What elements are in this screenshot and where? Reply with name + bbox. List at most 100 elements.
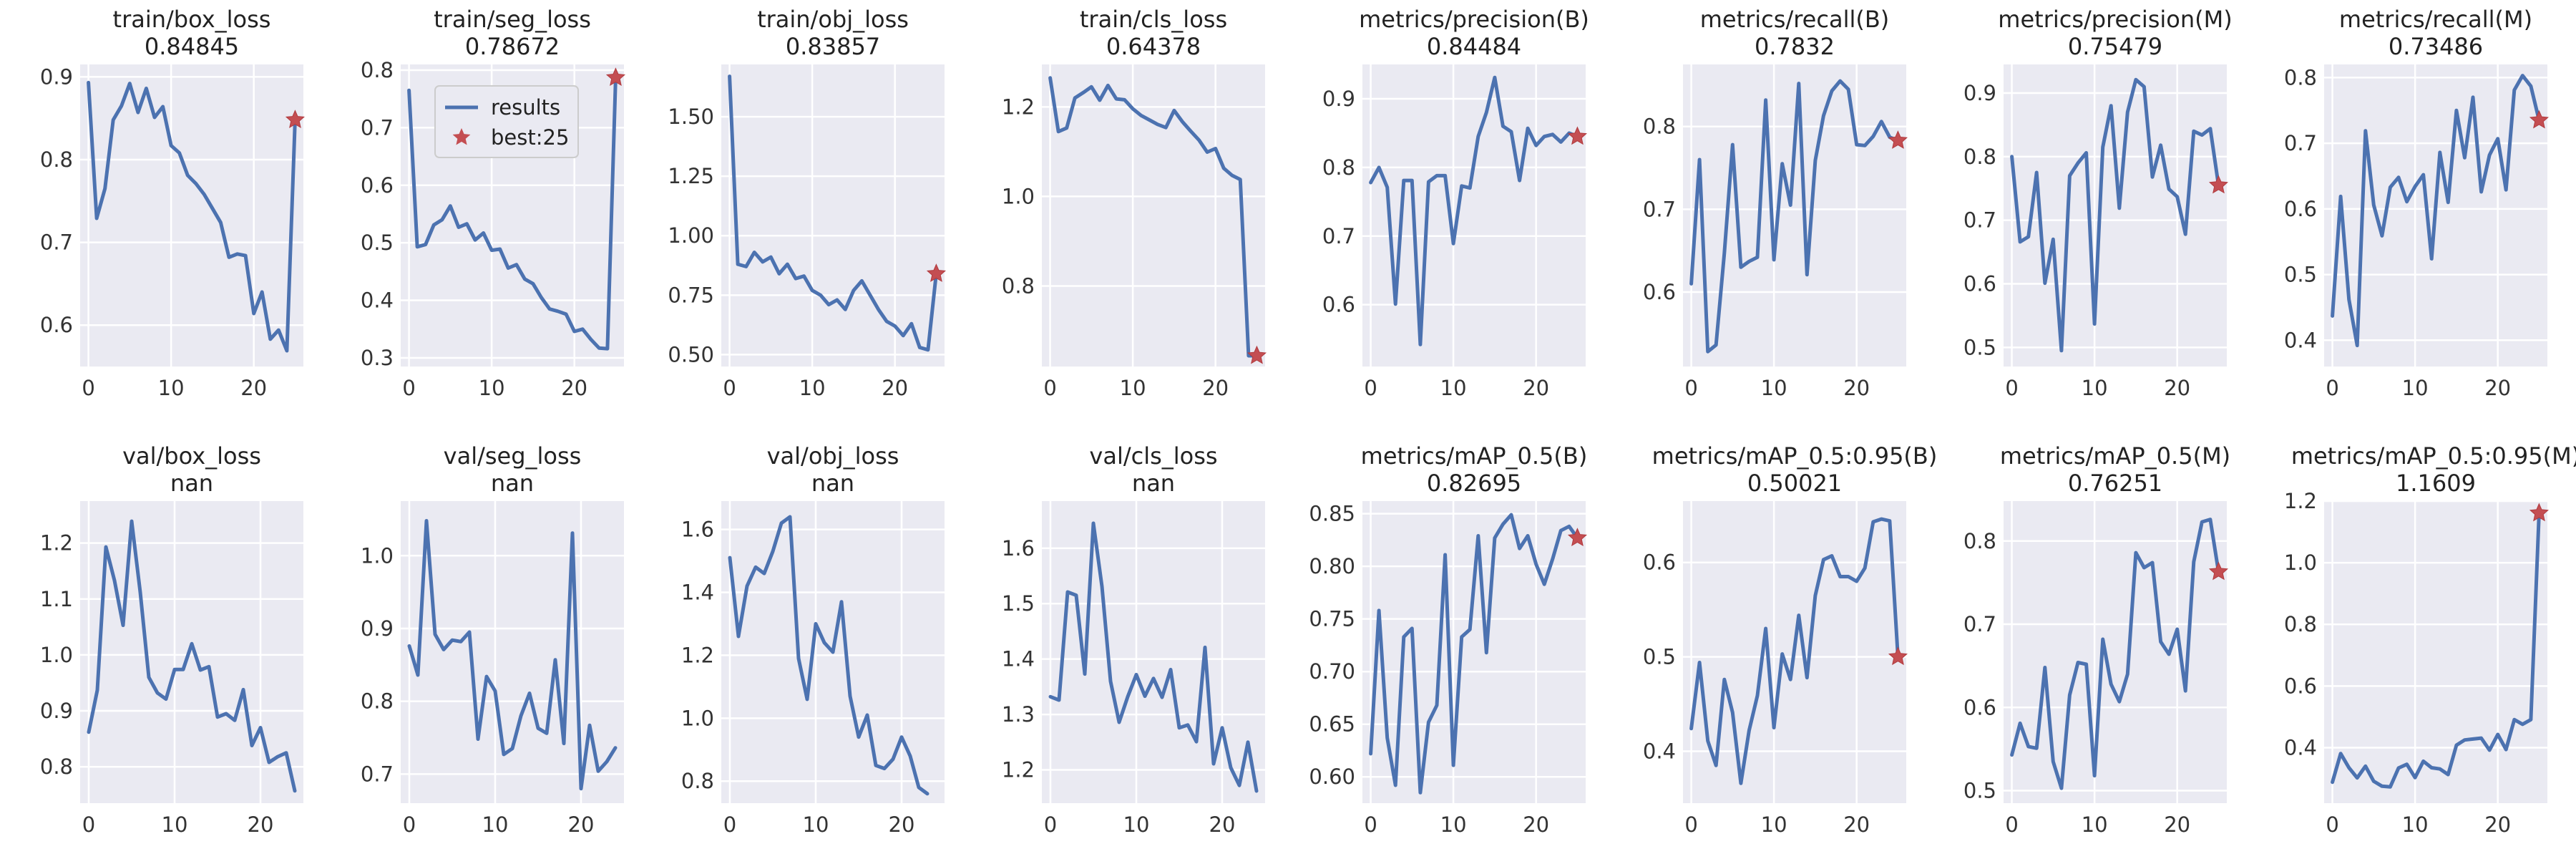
- legend-label-best: best:25: [491, 125, 569, 150]
- subplot-metrics-map-0-5-0-95-b-: 0 10 20 0.4 0.5 0.6 metrics/mAP_0.5:0.95(B)0.5…: [1643, 442, 1937, 837]
- plot-area: [1042, 501, 1265, 803]
- legend-star-swatch: [452, 128, 471, 145]
- subplot-metrics-recall-b-: 0 10 20 0.6 0.7 0.8 metrics/recall(B)0.7832: [1643, 6, 1908, 400]
- x-tick-label: 20: [240, 376, 267, 400]
- x-tick-label: 20: [1202, 376, 1229, 400]
- y-tick-label: 0.7: [1643, 197, 1676, 221]
- series-line-results: [87, 519, 297, 793]
- y-tick-label: 0.4: [2284, 328, 2317, 352]
- plot-area: [721, 64, 945, 367]
- series-line-results: [407, 519, 618, 791]
- y-tick-label: 1.5: [1002, 591, 1035, 616]
- y-tick-label: 0.4: [361, 288, 394, 313]
- y-tick-label: 0.50: [668, 342, 714, 367]
- x-tick-label: 10: [1440, 376, 1467, 400]
- subplot-value: 0.73486: [2389, 33, 2483, 60]
- subplot-value: nan: [1132, 470, 1175, 497]
- x-tick-label: 20: [561, 376, 587, 400]
- best-star-marker: [1888, 130, 1908, 149]
- y-tick-label: 0.70: [1309, 659, 1355, 684]
- y-tick-label: 0.5: [2284, 263, 2317, 287]
- y-tick-label: 1.2: [1002, 758, 1035, 782]
- subplot-title: metrics/precision(M): [1998, 6, 2232, 33]
- legend-frame: [434, 85, 579, 158]
- x-tick-label: 10: [1440, 812, 1467, 837]
- y-tick-label: 0.6: [40, 313, 73, 337]
- subplot-title: metrics/mAP_0.5(M): [2000, 442, 2230, 470]
- y-tick-label: 0.5: [1963, 779, 1996, 803]
- y-tick-label: 0.6: [2284, 197, 2317, 221]
- series-line-results: [87, 80, 297, 353]
- y-tick-label: 0.6: [1643, 280, 1676, 304]
- x-tick-label: 10: [1123, 812, 1150, 837]
- x-tick-label: 10: [1761, 376, 1787, 400]
- series-line-results: [2010, 77, 2220, 353]
- subplot-value: 0.7832: [1755, 33, 1835, 60]
- y-tick-label: 1.2: [1002, 94, 1035, 119]
- plot-area: [1362, 64, 1586, 367]
- subplot-train-obj-loss: 0 10 20 0.50 0.75 1.00 1.25 1.50 train/obj_loss0…: [668, 6, 946, 400]
- x-tick-label: 20: [889, 812, 915, 837]
- subplot-title: train/seg_loss: [434, 6, 591, 33]
- best-star-marker: [2529, 110, 2549, 129]
- subplot-value: 1.1609: [2396, 470, 2476, 497]
- y-tick-label: 0.6: [2284, 674, 2317, 698]
- subplot-metrics-precision-b-: 0 10 20 0.6 0.7 0.8 0.9 metrics/precision(B)0.8…: [1322, 6, 1589, 400]
- y-tick-label: 0.7: [361, 762, 394, 786]
- x-tick-label: 10: [2082, 812, 2108, 837]
- plot-area: [2324, 501, 2547, 803]
- best-star-marker: [605, 67, 625, 87]
- subplot-title: metrics/mAP_0.5:0.95(B): [1652, 442, 1938, 470]
- best-star-marker: [926, 263, 946, 282]
- y-tick-label: 1.00: [668, 223, 714, 248]
- series-line-results: [1689, 517, 1900, 785]
- x-tick-label: 0: [1364, 812, 1377, 837]
- series-line-results: [1369, 513, 1579, 795]
- x-tick-label: 20: [2484, 812, 2511, 837]
- plot-area: [1362, 501, 1586, 803]
- best-star-marker: [1246, 345, 1267, 364]
- x-tick-label: 20: [1843, 376, 1870, 400]
- y-tick-label: 0.8: [40, 147, 73, 172]
- y-tick-label: 0.85: [1309, 502, 1355, 526]
- subplot-title: metrics/recall(M): [2339, 6, 2532, 33]
- series-line-results: [1369, 75, 1579, 346]
- plot-area: [401, 501, 624, 803]
- y-tick-label: 1.0: [2284, 550, 2317, 575]
- x-tick-label: 0: [2326, 812, 2338, 837]
- y-tick-label: 0.75: [1309, 607, 1355, 631]
- plot-area: [2004, 64, 2227, 367]
- y-tick-label: 0.8: [1963, 145, 1996, 169]
- y-tick-label: 0.7: [361, 115, 394, 140]
- series-line-results: [2331, 74, 2541, 348]
- subplot-metrics-map-0-5-b-: 0 10 20 0.60 0.65 0.70 0.75 0.80 0.85 metrics/mAP…: [1309, 442, 1587, 837]
- y-tick-label: 0.8: [1963, 529, 1996, 553]
- x-tick-label: 10: [1120, 376, 1146, 400]
- series-line-results: [728, 74, 938, 352]
- best-star-marker: [1888, 646, 1908, 666]
- y-tick-label: 0.5: [361, 230, 394, 255]
- x-tick-label: 0: [1364, 376, 1377, 400]
- subplot-value: 0.50021: [1747, 470, 1842, 497]
- x-tick-label: 0: [403, 812, 416, 837]
- best-star-marker: [1567, 126, 1587, 145]
- y-tick-label: 0.8: [361, 58, 394, 82]
- x-tick-label: 10: [479, 376, 505, 400]
- y-tick-label: 0.4: [2284, 735, 2317, 759]
- y-tick-label: 0.7: [1322, 224, 1355, 248]
- y-tick-label: 0.8: [1643, 115, 1676, 139]
- subplot-title: val/seg_loss: [444, 442, 582, 470]
- plot-area: [2004, 501, 2227, 803]
- y-tick-label: 0.75: [668, 283, 714, 307]
- y-tick-label: 0.8: [361, 689, 394, 714]
- x-tick-label: 0: [1684, 812, 1697, 837]
- subplot-value: 0.84845: [145, 33, 239, 60]
- subplot-value: 0.64378: [1106, 33, 1201, 60]
- x-tick-label: 10: [482, 812, 509, 837]
